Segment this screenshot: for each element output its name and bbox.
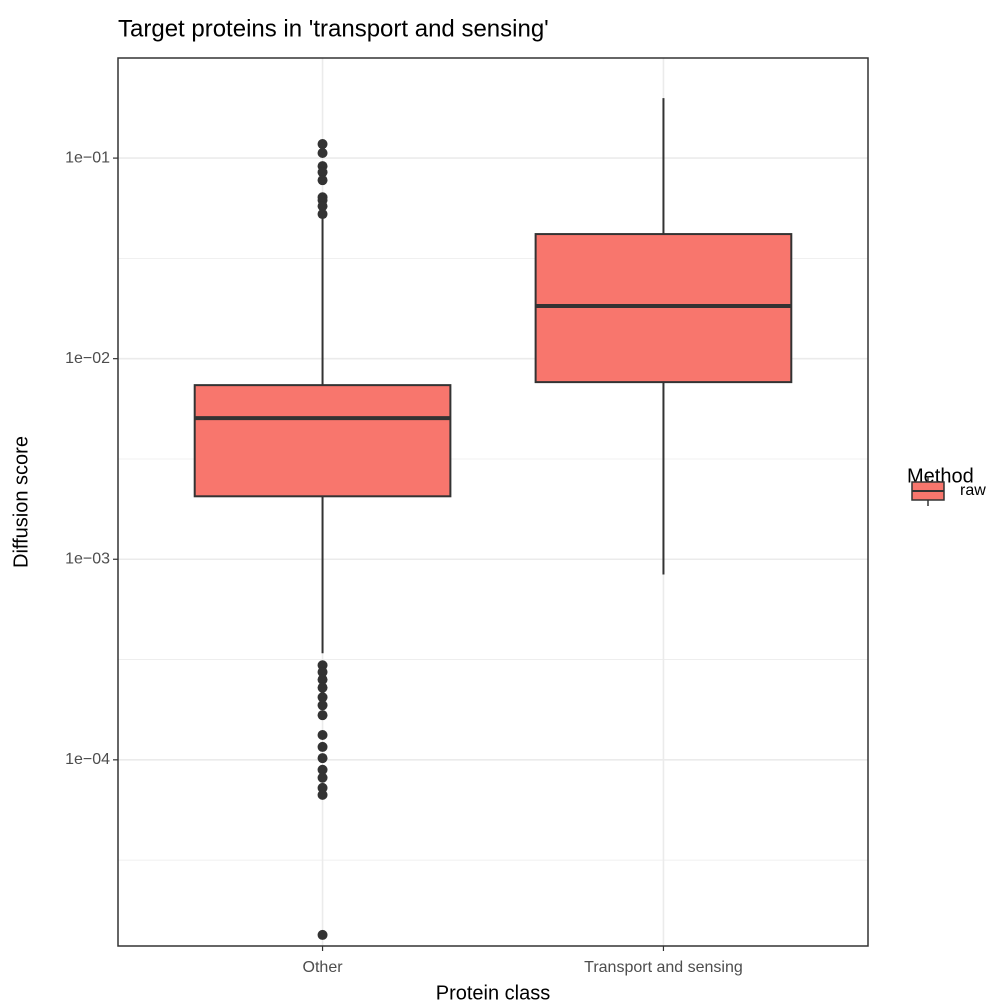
- outlier: [317, 729, 328, 740]
- outlier: [317, 764, 328, 775]
- outlier: [317, 789, 328, 800]
- outlier: [317, 772, 328, 783]
- y-axis-label: Diffusion score: [10, 436, 32, 568]
- panel-border: [117, 57, 869, 947]
- x-tick-label: Other: [303, 959, 344, 976]
- y-tick-label: 1e−01: [65, 149, 110, 166]
- outlier: [317, 682, 328, 693]
- outlier: [317, 175, 328, 186]
- y-tick-label: 1e−02: [65, 350, 110, 367]
- outlier: [317, 674, 328, 685]
- outlier: [317, 201, 328, 212]
- chart-title: Target proteins in 'transport and sensin…: [118, 15, 549, 42]
- outlier: [317, 167, 328, 178]
- outlier: [317, 929, 328, 940]
- box: [193, 384, 452, 498]
- y-tick-label: 1e−03: [65, 550, 110, 567]
- x-axis-label: Protein class: [436, 982, 551, 1004]
- box: [534, 233, 793, 384]
- outlier: [317, 667, 328, 678]
- y-tick-label: 1e−04: [65, 751, 110, 768]
- x-tick-label: Transport and sensing: [584, 959, 743, 976]
- legend-label: raw: [960, 482, 986, 499]
- outlier: [317, 782, 328, 793]
- outlier: [317, 710, 328, 721]
- outlier: [317, 700, 328, 711]
- outlier: [317, 148, 328, 159]
- outlier: [317, 209, 328, 220]
- outlier: [317, 692, 328, 703]
- outlier: [317, 139, 328, 150]
- outlier: [317, 753, 328, 764]
- outlier: [317, 741, 328, 752]
